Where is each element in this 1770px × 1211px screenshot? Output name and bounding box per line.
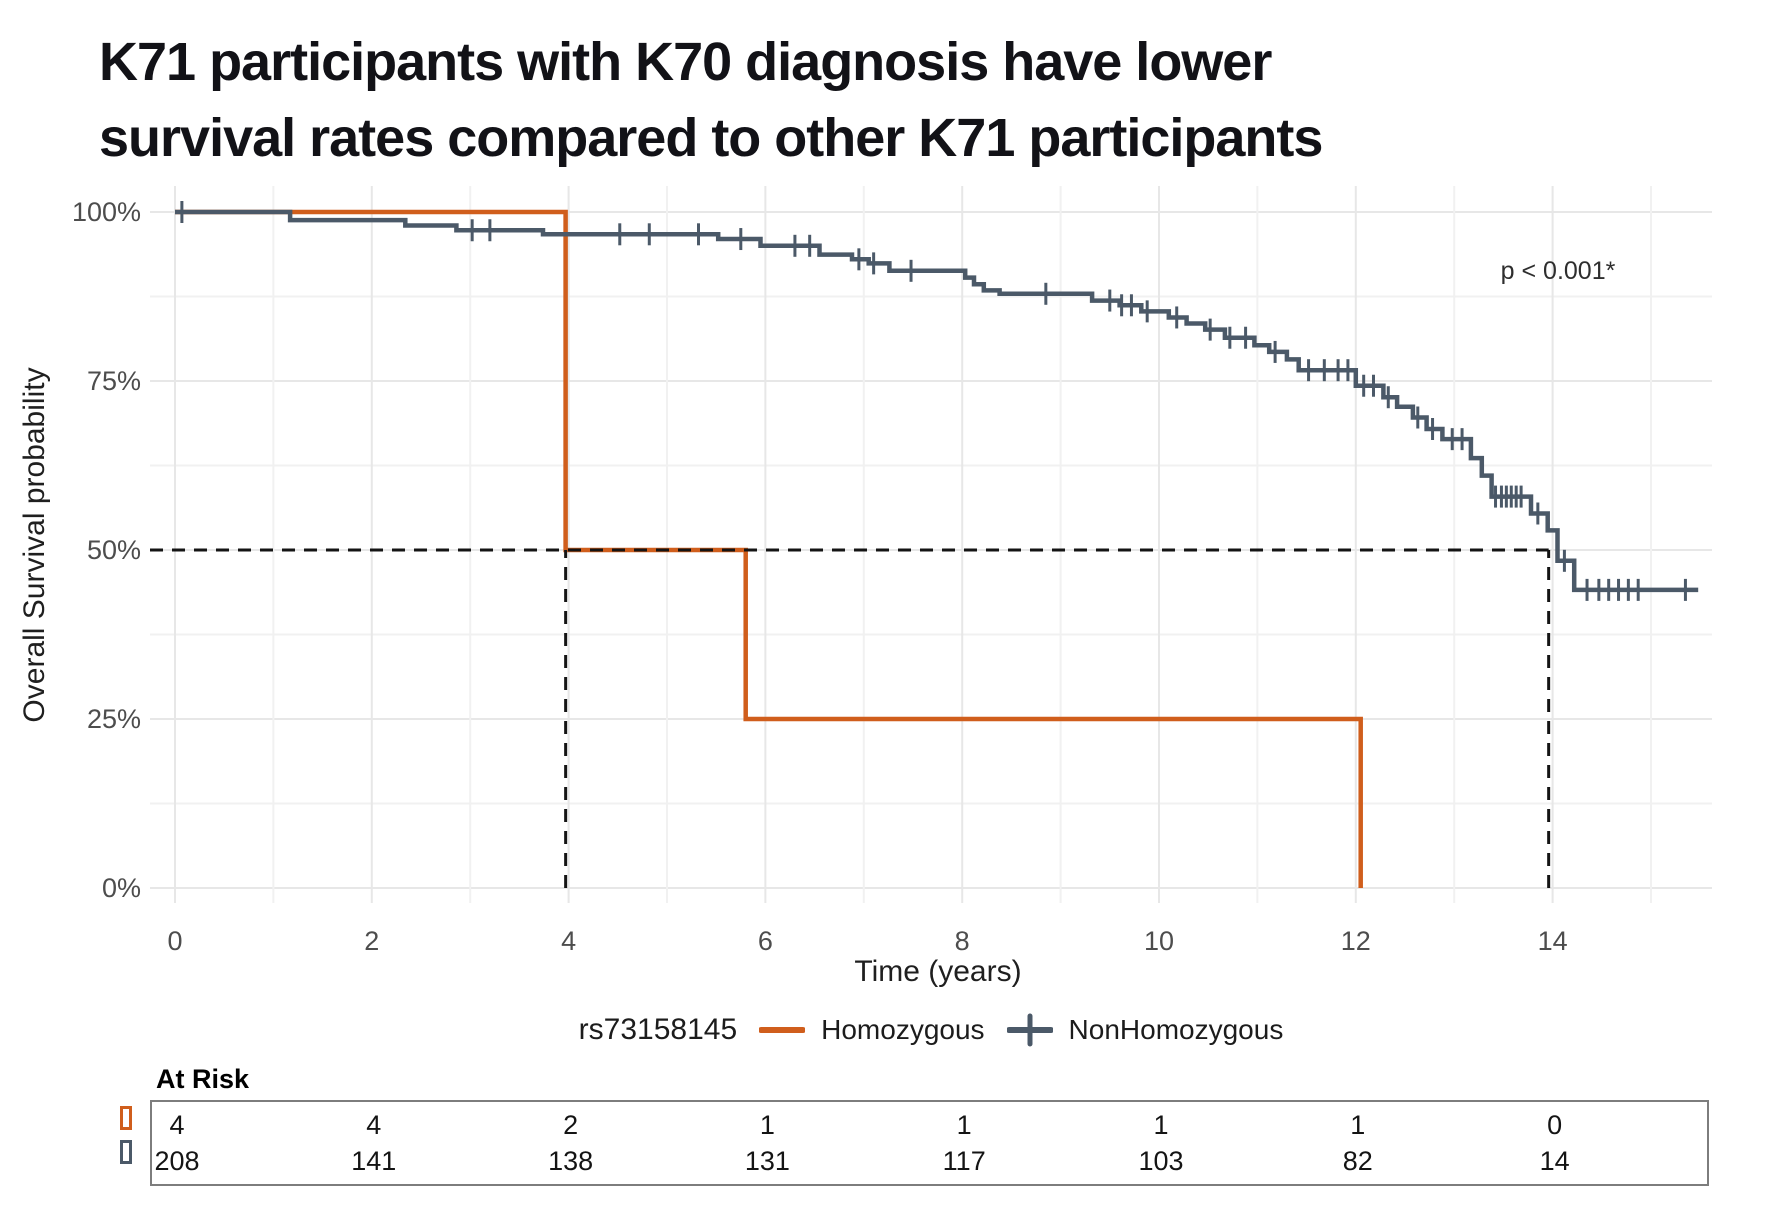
x-axis-tick-label: 2 — [364, 926, 379, 956]
at-risk-row-homozygous: 4 4 2 1 1 1 1 0 — [152, 1107, 1707, 1143]
legend-label-nonhomozygous: NonHomozygous — [1068, 1014, 1284, 1045]
y-axis-tick-label: 100% — [72, 197, 141, 227]
at-risk-value: 103 — [1138, 1146, 1184, 1176]
at-risk-value: 131 — [744, 1146, 790, 1176]
at-risk-value: 138 — [548, 1146, 594, 1176]
at-risk-value: 1 — [759, 1110, 775, 1140]
legend-item-nonhomozygous: NonHomozygous — [1006, 1013, 1284, 1047]
at-risk-table: 4 4 2 1 1 1 1 0 208 141 138 131 117 103 82 14 — [150, 1100, 1709, 1186]
at-risk-label: At Risk — [156, 1064, 250, 1094]
x-axis-tick-label: 14 — [1538, 926, 1568, 956]
at-risk-value: 1 — [956, 1110, 972, 1140]
at-risk-value: 0 — [1547, 1110, 1563, 1140]
at-risk-value: 141 — [351, 1146, 397, 1176]
y-axis-tick-label: 75% — [87, 366, 141, 396]
at-risk-value: 1 — [1350, 1110, 1366, 1140]
homozygous-row-marker-icon — [120, 1106, 132, 1130]
p-value-annotation: p < 0.001* — [1501, 257, 1616, 285]
at-risk-value: 2 — [563, 1110, 579, 1140]
at-risk-value: 82 — [1342, 1146, 1373, 1176]
survival-chart: 0% 25% 50% 75% 100% 0 2 4 6 8 10 12 14 Time (years) Ov… — [18, 186, 1712, 988]
at-risk-value: 117 — [942, 1146, 986, 1176]
x-axis-tick-label: 12 — [1341, 926, 1371, 956]
x-axis-tick-label: 8 — [955, 926, 970, 956]
chart-legend: rs73158145 Homozygous NonHomozygous — [150, 1006, 1712, 1054]
figure-title: K71 participants with K70 diagnosis have… — [99, 24, 1323, 176]
y-axis-tick-label: 0% — [102, 873, 141, 903]
at-risk-row-nonhomozygous: 208 141 138 131 117 103 82 14 — [152, 1143, 1707, 1179]
nonhomozygous-row-marker-icon — [120, 1140, 132, 1164]
legend-item-homozygous: Homozygous — [759, 1014, 985, 1046]
x-axis-tick-label: 10 — [1144, 926, 1174, 956]
x-axis-title: Time (years) — [854, 955, 1021, 988]
at-risk-value: 4 — [169, 1110, 185, 1140]
x-axis-tick-label: 6 — [758, 926, 773, 956]
at-risk-value: 4 — [366, 1110, 382, 1140]
figure-title-line1: K71 participants with K70 diagnosis have… — [99, 32, 1272, 92]
x-axis-tick-label: 4 — [561, 926, 576, 956]
homozygous-line-key-icon — [759, 1027, 806, 1033]
x-axis-tick-label: 0 — [167, 926, 182, 956]
nonhomozygous-curve — [175, 209, 1699, 593]
figure-title-line2: survival rates compared to other K71 par… — [99, 108, 1323, 168]
legend-title: rs73158145 — [578, 1013, 738, 1046]
nonhomozygous-line-key-icon — [1006, 1013, 1053, 1047]
at-risk-value: 208 — [154, 1146, 200, 1176]
legend-label-homozygous: Homozygous — [821, 1014, 985, 1045]
at-risk-value: 14 — [1539, 1146, 1570, 1176]
y-axis-tick-label: 25% — [87, 704, 141, 734]
y-axis-tick-label: 50% — [87, 535, 141, 565]
y-axis-title: Overall Survival probability — [18, 367, 51, 722]
at-risk-value: 1 — [1153, 1110, 1169, 1140]
